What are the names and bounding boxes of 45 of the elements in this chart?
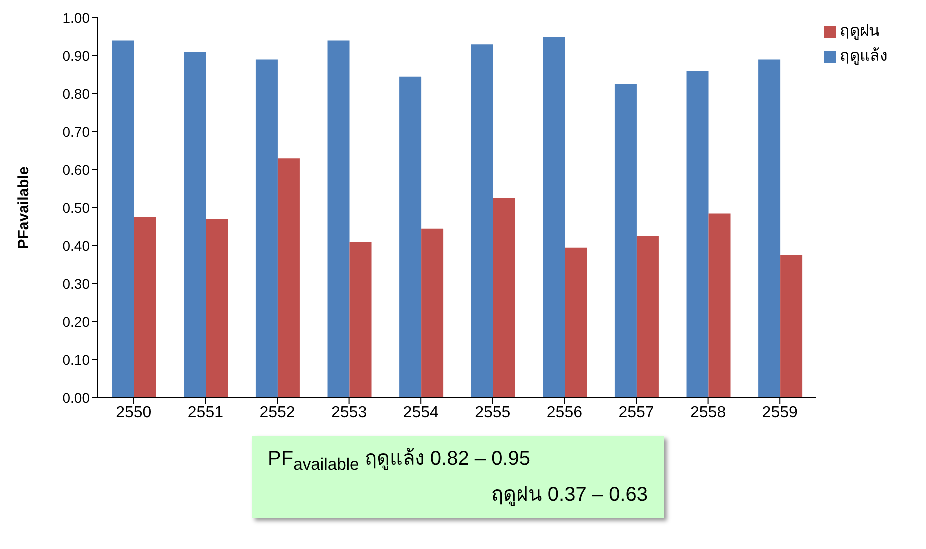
x-tick-label: 2557 [618, 404, 654, 422]
legend-label: ฤดูแล้ง [840, 48, 888, 65]
x-tick-label: 2550 [116, 404, 152, 422]
bar [614, 84, 637, 398]
x-tick-label: 2551 [188, 404, 224, 422]
x-tick-label: 2555 [475, 404, 511, 422]
bar [278, 158, 300, 398]
bar [422, 228, 444, 398]
bar [256, 60, 278, 398]
bar [328, 40, 350, 398]
bar [758, 60, 781, 398]
y-axis-title: PFavailable [15, 166, 32, 250]
x-tick-label: 2553 [332, 404, 368, 422]
y-tick-label: 0.60 [62, 162, 90, 178]
legend-label: ฤดูฝน [840, 23, 880, 40]
y-tick-label: 0.70 [62, 124, 90, 140]
y-tick-label: 0.90 [62, 48, 90, 64]
bar [708, 214, 731, 398]
bar [543, 37, 566, 398]
bar [686, 71, 709, 398]
y-tick-label: 1.00 [62, 10, 90, 26]
y-tick-label: 0.10 [62, 352, 90, 368]
y-tick-label: 0.20 [62, 314, 90, 330]
x-tick-label: 2556 [546, 404, 583, 422]
bar [350, 242, 372, 398]
bar [565, 248, 588, 398]
x-tick-label: 2552 [260, 404, 296, 422]
x-tick-label: 2559 [762, 404, 798, 422]
bar [184, 52, 206, 398]
bar [636, 236, 659, 398]
bar [206, 219, 228, 398]
y-tick-label: 0.30 [62, 276, 90, 292]
y-tick-label: 0.40 [62, 238, 90, 254]
x-tick-label: 2558 [690, 404, 726, 422]
y-tick-label: 0.00 [62, 390, 90, 406]
x-tick-label: 2554 [403, 404, 439, 422]
bar [780, 256, 803, 398]
y-tick-label: 0.80 [62, 86, 90, 102]
bar [471, 44, 494, 398]
bar [112, 40, 134, 398]
note-box: PF$_{available}$ ฤดูแล้ง 0.82 – 0.95 ฤดูฝน 0.37 – 0.63 [252, 436, 664, 518]
bar [134, 218, 156, 398]
bar [400, 76, 422, 398]
y-tick-label: 0.50 [62, 200, 90, 216]
bar [493, 198, 516, 398]
